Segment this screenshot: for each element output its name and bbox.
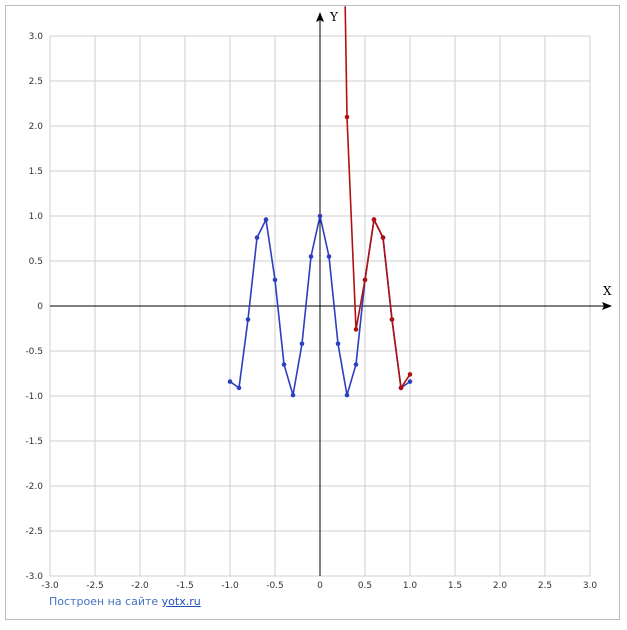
y-tick-label: -0.5 — [25, 347, 43, 357]
x-tick-label: -0.5 — [266, 581, 284, 591]
x-tick-label: 1.0 — [403, 581, 418, 591]
series-0-point — [353, 362, 359, 367]
series-1-point — [380, 235, 386, 240]
series-1-point — [353, 327, 359, 332]
series-0-point — [236, 385, 242, 391]
y-tick-label: -1.5 — [25, 437, 43, 447]
tick-labels: -3.0 -2.5 -2.0 -1.5 -1.0 -0.5 0 0.5 1.0 1.5 2.0 2.5… — [25, 32, 597, 591]
series-0-point — [245, 317, 251, 322]
series-0-point — [344, 392, 350, 398]
y-tick-label: 2.5 — [29, 77, 43, 87]
y-tick-label: 0.5 — [29, 257, 43, 267]
footer: Построен на сайте yotx.ru — [49, 595, 201, 608]
x-tick-label: 2.5 — [538, 581, 552, 591]
series-0-point — [227, 379, 233, 384]
series-0-point — [317, 213, 323, 219]
y-tick-label: -1.0 — [25, 392, 43, 402]
series-0-point — [326, 254, 332, 259]
footer-link[interactable]: yotx.ru — [161, 595, 201, 608]
series-0-point — [281, 362, 287, 367]
series-0-point — [290, 392, 296, 398]
series-0-point — [263, 217, 269, 222]
series — [227, 6, 413, 398]
series-0-point — [254, 235, 260, 240]
chart-frame: -3.0 -2.5 -2.0 -1.5 -1.0 -0.5 0 0.5 1.0 1.5 2.0 2.5… — [5, 5, 620, 620]
x-tick-label: 3.0 — [583, 581, 598, 591]
x-tick-label: -1.5 — [176, 581, 194, 591]
x-tick-label: -3.0 — [41, 581, 59, 591]
series-0-point — [272, 277, 278, 283]
y-tick-label: 2.0 — [29, 122, 44, 132]
x-tick-label: 1.5 — [448, 581, 462, 591]
y-tick-label: -3.0 — [25, 572, 43, 582]
y-tick-label: -2.5 — [25, 527, 43, 537]
x-tick-label: -2.5 — [86, 581, 104, 591]
series-1-point — [344, 114, 350, 120]
y-tick-label: 0 — [37, 302, 43, 312]
function-graph: -3.0 -2.5 -2.0 -1.5 -1.0 -0.5 0 0.5 1.0 1.5 2.0 2.5… — [25, 6, 612, 591]
axes — [50, 12, 612, 576]
x-tick-label: -1.0 — [221, 581, 239, 591]
x-tick-label: 0.5 — [358, 581, 372, 591]
x-axis-arrow — [602, 302, 612, 310]
series-1-point — [389, 317, 395, 322]
y-axis-arrow — [316, 12, 324, 22]
series-1-lead-in — [344, 6, 348, 118]
series-1-point — [398, 385, 404, 391]
series-0-point — [407, 379, 413, 384]
x-tick-label: 0 — [317, 581, 323, 591]
x-axis-label: X — [603, 284, 612, 298]
x-tick-label: 2.0 — [493, 581, 508, 591]
series-0-point — [299, 341, 305, 347]
y-tick-label: -2.0 — [25, 482, 43, 492]
x-tick-label: -2.0 — [131, 581, 149, 591]
series-0-point — [335, 341, 341, 347]
series-0-point — [308, 254, 314, 259]
y-tick-label: 3.0 — [29, 32, 44, 42]
footer-text: Построен на сайте — [49, 595, 159, 608]
series-1-point — [371, 217, 377, 222]
y-axis-label: Y — [329, 10, 339, 24]
y-tick-label: 1.5 — [29, 167, 43, 177]
y-tick-label: 1.0 — [29, 212, 44, 222]
series-1-point — [407, 372, 413, 377]
series-1-line — [346, 116, 411, 391]
series-1-point — [362, 277, 368, 283]
